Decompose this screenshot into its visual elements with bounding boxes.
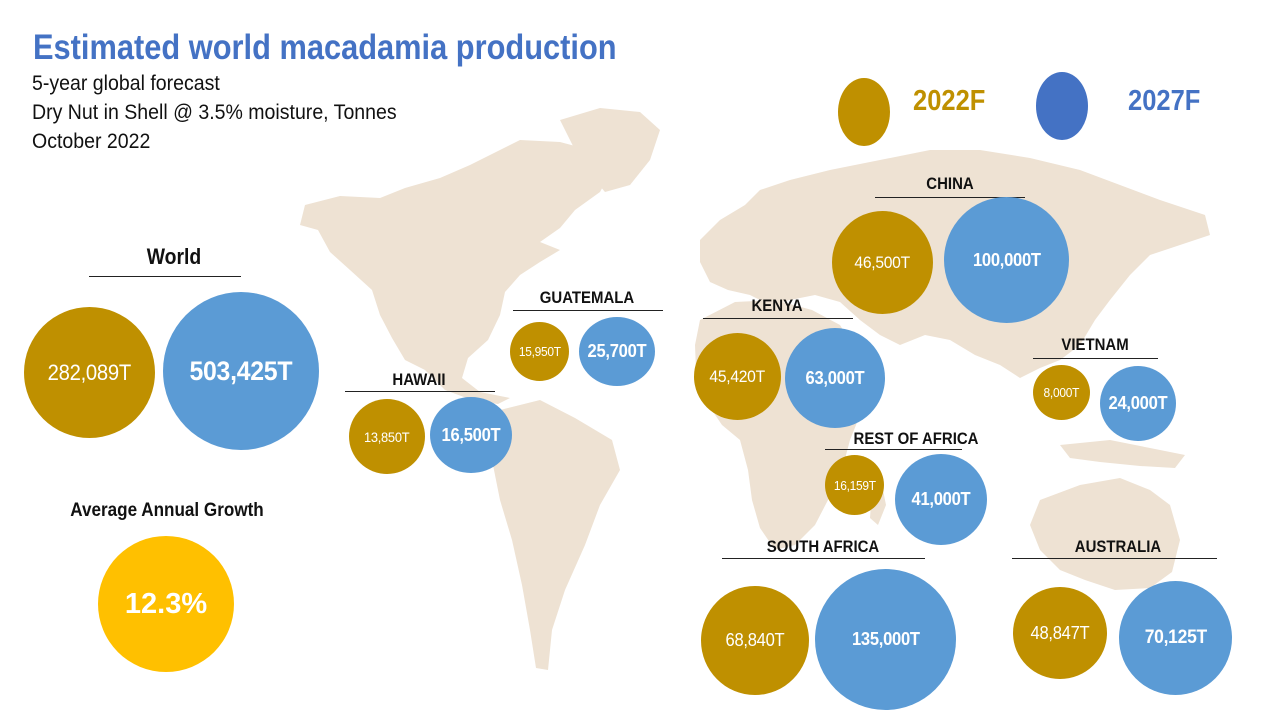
value-china-2022: 46,500T xyxy=(854,252,911,272)
growth-bubble: 12.3% xyxy=(98,536,234,672)
divider-guatemala xyxy=(513,310,663,311)
region-label-world: World xyxy=(146,244,202,269)
value-hawaii-2022: 13,850T xyxy=(364,428,410,445)
divider-vietnam xyxy=(1033,358,1158,359)
value-world-2022: 282,089T xyxy=(47,359,132,385)
legend-2022-swatch xyxy=(838,78,890,146)
divider-australia xyxy=(1012,558,1217,559)
bubble-world-2027: 503,425T xyxy=(163,292,319,450)
region-label-australia: AUSTRALIA xyxy=(1074,537,1162,556)
region-label-rest-of-africa: REST OF AFRICA xyxy=(853,429,979,448)
bubble-china-2027: 100,000T xyxy=(944,197,1069,323)
legend-2027-swatch xyxy=(1036,72,1088,140)
region-label-vietnam: VIETNAM xyxy=(1061,335,1129,354)
subtitle-forecast: 5-year global forecast xyxy=(32,72,220,95)
growth-label: Average Annual Growth xyxy=(70,500,264,521)
subtitle-date: October 2022 xyxy=(32,130,151,153)
bubble-hawaii-2027: 16,500T xyxy=(430,397,512,473)
value-hawaii-2027: 16,500T xyxy=(441,424,501,445)
value-china-2027: 100,000T xyxy=(972,249,1041,270)
bubble-kenya-2027: 63,000T xyxy=(785,328,885,428)
value-kenya-2022: 45,420T xyxy=(709,366,766,386)
value-guatemala-2027: 25,700T xyxy=(587,341,647,361)
bubble-hawaii-2022: 13,850T xyxy=(349,399,425,474)
value-australia-2022: 48,847T xyxy=(1030,622,1090,643)
bubble-south-africa-2022: 68,840T xyxy=(701,586,809,695)
bubble-australia-2027: 70,125T xyxy=(1119,581,1232,695)
divider-kenya xyxy=(703,318,853,319)
page-title: Estimated world macadamia production xyxy=(33,28,617,67)
value-south-africa-2022: 68,840T xyxy=(725,630,785,650)
value-rest-of-africa-2022: 16,159T xyxy=(833,477,876,493)
region-label-south-africa: SOUTH AFRICA xyxy=(766,537,880,556)
subtitle-units: Dry Nut in Shell @ 3.5% moisture, Tonnes xyxy=(32,101,397,124)
indonesia-landmass xyxy=(1060,440,1185,468)
bubble-australia-2022: 48,847T xyxy=(1013,587,1107,679)
bubble-rest-of-africa-2027: 41,000T xyxy=(895,454,987,545)
value-vietnam-2022: 8,000T xyxy=(1043,385,1080,400)
value-world-2027: 503,425T xyxy=(189,355,293,386)
value-australia-2027: 70,125T xyxy=(1144,627,1207,648)
bubble-kenya-2022: 45,420T xyxy=(694,333,781,420)
bubble-rest-of-africa-2022: 16,159T xyxy=(825,455,884,515)
bubble-guatemala-2027: 25,700T xyxy=(579,317,655,386)
value-south-africa-2027: 135,000T xyxy=(851,629,920,649)
australia-landmass xyxy=(1030,478,1180,590)
bubble-vietnam-2022: 8,000T xyxy=(1033,365,1090,420)
bubble-south-africa-2027: 135,000T xyxy=(815,569,956,710)
region-label-china: CHINA xyxy=(926,174,974,193)
north-america-landmass xyxy=(300,140,612,404)
value-guatemala-2022: 15,950T xyxy=(518,344,561,359)
south-america-landmass xyxy=(490,400,620,670)
bubble-guatemala-2022: 15,950T xyxy=(510,322,569,381)
divider-world xyxy=(89,276,241,277)
divider-rest-of-africa xyxy=(825,449,962,450)
value-vietnam-2027: 24,000T xyxy=(1108,393,1168,413)
growth-value: 12.3% xyxy=(124,587,208,620)
region-label-kenya: KENYA xyxy=(751,296,803,315)
divider-hawaii xyxy=(345,391,495,392)
greenland-landmass xyxy=(560,108,660,192)
value-rest-of-africa-2027: 41,000T xyxy=(911,489,971,509)
divider-china xyxy=(875,197,1025,198)
bubble-world-2022: 282,089T xyxy=(24,307,155,438)
legend-2027-label: 2027F xyxy=(1128,85,1201,117)
value-kenya-2027: 63,000T xyxy=(805,367,865,388)
legend-2022-label: 2022F xyxy=(913,85,986,117)
divider-south-africa xyxy=(722,558,925,559)
region-label-hawaii: HAWAII xyxy=(392,370,446,389)
region-label-guatemala: GUATEMALA xyxy=(539,288,635,307)
bubble-vietnam-2027: 24,000T xyxy=(1100,366,1176,441)
bubble-china-2022: 46,500T xyxy=(832,211,933,314)
